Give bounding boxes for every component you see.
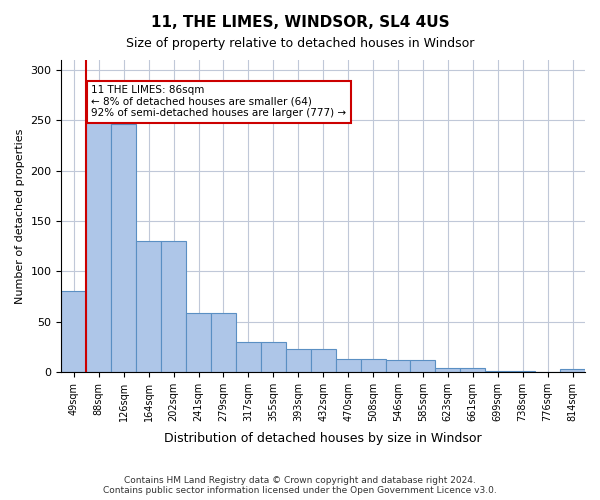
Bar	[111, 124, 136, 372]
Bar	[460, 368, 485, 372]
Bar	[211, 314, 236, 372]
Bar	[410, 360, 436, 372]
Y-axis label: Number of detached properties: Number of detached properties	[15, 128, 25, 304]
Bar	[236, 342, 261, 372]
X-axis label: Distribution of detached houses by size in Windsor: Distribution of detached houses by size …	[164, 432, 482, 445]
Bar	[61, 292, 86, 372]
Bar	[186, 314, 211, 372]
Bar	[510, 371, 535, 372]
Bar	[485, 371, 510, 372]
Bar	[361, 358, 386, 372]
Bar	[436, 368, 460, 372]
Text: Size of property relative to detached houses in Windsor: Size of property relative to detached ho…	[126, 38, 474, 51]
Bar	[335, 358, 361, 372]
Bar	[161, 241, 186, 372]
Bar	[560, 369, 585, 372]
Bar	[261, 342, 286, 372]
Text: 11 THE LIMES: 86sqm
← 8% of detached houses are smaller (64)
92% of semi-detache: 11 THE LIMES: 86sqm ← 8% of detached hou…	[91, 85, 346, 118]
Bar	[86, 120, 111, 372]
Bar	[286, 348, 311, 372]
Bar	[136, 241, 161, 372]
Text: 11, THE LIMES, WINDSOR, SL4 4US: 11, THE LIMES, WINDSOR, SL4 4US	[151, 15, 449, 30]
Bar	[386, 360, 410, 372]
Bar	[311, 348, 335, 372]
Text: Contains HM Land Registry data © Crown copyright and database right 2024.
Contai: Contains HM Land Registry data © Crown c…	[103, 476, 497, 495]
